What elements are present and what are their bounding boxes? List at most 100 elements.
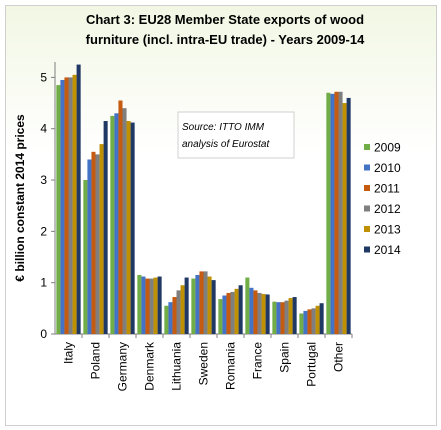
bar-portugal-2009 [299,313,304,334]
bar-italy-2010 [60,79,65,335]
bar-sweden-2011 [199,271,204,334]
legend-swatch-2014 [364,246,370,253]
bar-france-2011 [253,290,258,334]
bar-spain-2011 [280,302,285,334]
bar-denmark-2011 [145,278,150,334]
bar-spain-2010 [276,302,281,334]
category-label: Germany [116,342,130,391]
y-tick-label: 2 [40,224,47,238]
bar-france-2014 [265,294,270,334]
bar-lithuania-2010 [168,302,173,334]
bar-denmark-2012 [149,278,154,334]
category-label: Denmark [143,341,157,391]
bar-romania-2011 [226,292,231,334]
y-tick-label: 4 [40,122,47,136]
legend-label-2010: 2010 [374,161,401,175]
chart-title: Chart 3: EU28 Member State exports of wo… [50,10,400,50]
chart-title-line-1: Chart 3: EU28 Member State exports of wo… [85,12,365,27]
bar-italy-2012 [68,77,73,335]
bar-spain-2012 [284,300,289,334]
bar-other-2009 [326,92,331,334]
bar-romania-2012 [230,291,235,334]
bar-other-2014 [346,97,351,334]
bar-poland-2014 [103,121,108,335]
legend-swatch-2009 [364,144,370,150]
legend-swatch-2011 [364,185,370,191]
legend-label-2009: 2009 [374,141,401,155]
bar-portugal-2014 [319,303,324,334]
source-text-line: analysis of Eurostat [182,139,270,150]
bar-poland-2009 [83,180,88,334]
bar-lithuania-2009 [164,305,169,334]
category-label: Italy [62,342,76,364]
bar-germany-2013 [126,121,131,335]
legend-swatch-2010 [364,164,370,171]
legend-swatch-2012 [364,205,370,212]
bar-france-2010 [249,287,254,334]
source-annotation: Source: ITTO IMM analysis of Eurostat [177,111,295,159]
bar-germany-2011 [118,100,123,335]
legend-label-2013: 2013 [374,223,401,237]
bar-other-2011 [334,91,339,335]
bar-other-2013 [342,103,347,334]
legend: 2009 2010 2011 2012 2013 2014 [364,141,401,257]
bar-france-2009 [245,277,250,334]
bar-spain-2014 [292,297,297,334]
bar-denmark-2013 [153,277,158,334]
legend-swatch-2013 [364,226,370,232]
bar-france-2013 [261,293,266,334]
bar-portugal-2010 [303,310,308,334]
bar-sweden-2013 [207,276,212,334]
bar-poland-2011 [91,151,96,334]
bar-romania-2010 [222,295,227,334]
bar-lithuania-2014 [184,277,189,334]
bar-sweden-2014 [211,280,216,334]
bar-germany-2010 [114,113,119,334]
bar-sweden-2010 [195,274,200,334]
bar-denmark-2014 [157,276,162,334]
bar-spain-2013 [288,298,293,334]
bar-spain-2009 [272,301,277,334]
bar-sweden-2012 [203,271,208,334]
bar-denmark-2010 [141,276,146,334]
bar-portugal-2011 [307,309,312,334]
category-labels: Italy Poland Germany Denmark Lithuania Sweden… [62,341,346,391]
category-label: Portugal [305,342,319,387]
bar-lithuania-2011 [172,297,177,334]
category-label: Sweden [197,342,211,385]
legend-label-2012: 2012 [374,202,401,216]
y-tick-label: 5 [40,70,47,84]
bar-portugal-2012 [311,308,316,334]
y-axis-label: € billion constant 2014 prices [13,114,27,282]
y-tick-label: 1 [40,276,47,290]
legend-label-2011: 2011 [374,182,400,196]
bar-romania-2009 [218,299,223,334]
category-label: Other [332,342,346,372]
bar-denmark-2009 [137,274,142,334]
bar-other-2012 [338,91,343,335]
source-box [177,111,295,159]
bar-germany-2014 [130,122,135,334]
bar-germany-2012 [122,108,127,334]
bar-poland-2012 [95,154,100,334]
bar-italy-2013 [72,74,77,334]
bar-germany-2009 [110,115,115,334]
bar-poland-2010 [87,159,92,334]
bar-romania-2013 [234,288,239,334]
bar-sweden-2009 [191,278,196,334]
bar-italy-2014 [76,64,81,334]
bar-portugal-2013 [315,305,320,334]
bar-italy-2009 [56,85,61,334]
bars [56,64,351,335]
bar-poland-2013 [99,144,104,334]
category-label: Spain [278,342,292,373]
source-text-line: Source: ITTO IMM [182,122,265,133]
category-label: Lithuania [170,342,184,391]
bar-lithuania-2012 [176,290,181,334]
bar-italy-2011 [64,77,69,335]
legend-label-2014: 2014 [374,243,401,257]
category-label: France [251,342,265,380]
category-label: Romania [224,342,238,390]
